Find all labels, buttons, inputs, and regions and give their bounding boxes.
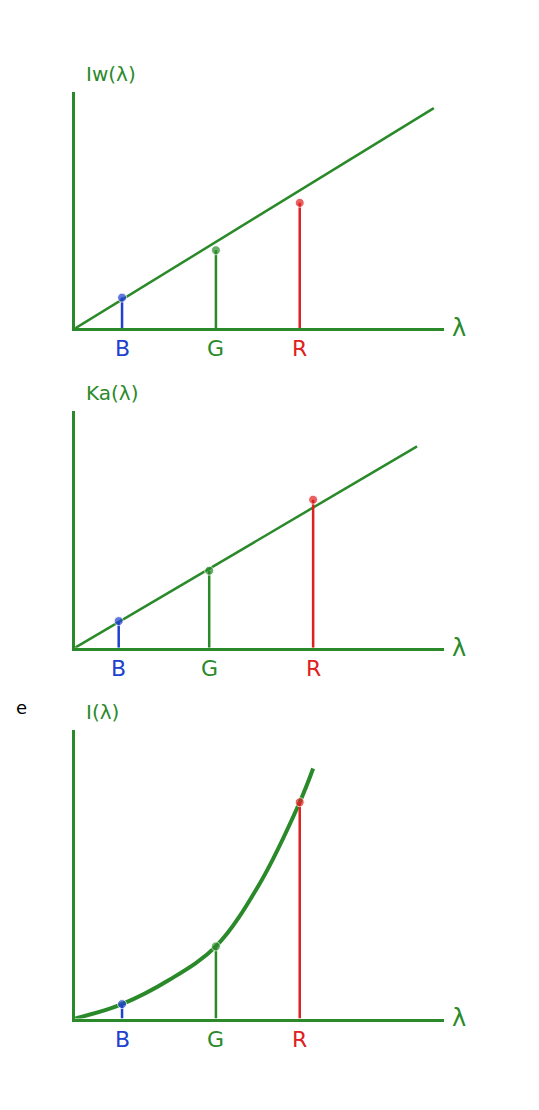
svg-text:Ka(λ): Ka(λ) [86, 381, 138, 405]
svg-text:G: G [201, 656, 218, 681]
svg-text:R: R [306, 656, 321, 681]
svg-text:R: R [292, 1027, 307, 1052]
svg-text:B: B [115, 336, 130, 361]
svg-text:B: B [111, 656, 126, 681]
svg-text:B: B [115, 1027, 130, 1052]
svg-text:e: e [16, 697, 27, 718]
svg-text:G: G [207, 1027, 224, 1052]
svg-text:λ: λ [452, 634, 466, 662]
svg-text:λ: λ [452, 1004, 466, 1032]
svg-text:G: G [207, 336, 224, 361]
svg-text:R: R [292, 336, 307, 361]
svg-text:λ: λ [452, 314, 466, 342]
svg-text:I(λ): I(λ) [86, 700, 119, 724]
svg-text:Iw(λ): Iw(λ) [86, 62, 136, 86]
